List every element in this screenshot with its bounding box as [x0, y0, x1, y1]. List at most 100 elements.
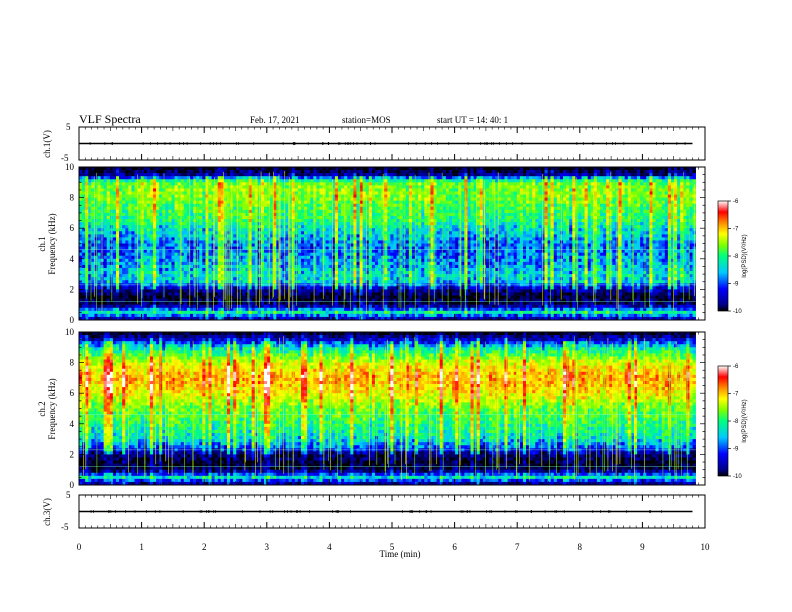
- ch1-spectrogram-cell: [119, 200, 123, 205]
- ch1-spectrogram-cell: [319, 286, 323, 290]
- ch1-spectrogram-cell: [356, 203, 360, 208]
- ch1-spectrogram-cell: [106, 310, 111, 315]
- ch1-spectrogram-cell: [85, 249, 89, 254]
- ch1-spectrogram-cell: [159, 170, 163, 174]
- ch1-spectrogram-cell: [325, 286, 330, 290]
- ch1-spectrogram-cell: [202, 301, 206, 306]
- ch1-spectrogram-cell: [208, 310, 212, 315]
- ch1-spectrogram-cell: [251, 286, 256, 290]
- ch1-spectrogram-cell: [91, 170, 95, 174]
- ch1-spectrogram-cell: [242, 295, 246, 299]
- ch1-spectrogram-cell: [202, 200, 206, 205]
- ch1-spectrogram-cell: [236, 215, 240, 220]
- ch1-spectrogram-cell: [88, 304, 92, 309]
- ch1-spectrogram-cell: [97, 255, 101, 260]
- ch1-spectrogram-cell: [368, 176, 373, 180]
- ch1-spectrogram-cell: [112, 167, 117, 171]
- ch1-spectrogram-cell: [91, 298, 95, 302]
- ch1-spectrogram-cell: [180, 313, 185, 318]
- ch1-spectrogram-cell: [159, 295, 163, 299]
- ch1-spectrogram-cell: [159, 200, 163, 205]
- ch1-spectrogram-cell: [310, 200, 314, 205]
- ch1-spectrogram-cell: [276, 249, 280, 254]
- ch1-spectrogram-cell: [119, 237, 123, 241]
- ch1-spectrogram-cell: [91, 249, 95, 254]
- ch1-spectrogram-cell: [220, 286, 225, 290]
- ch1-spectrogram-cell: [146, 295, 151, 299]
- ch1-spectrogram-cell: [251, 182, 256, 186]
- ch1-spectrogram-cell: [156, 173, 160, 177]
- ch1-spectrogram-cell: [291, 301, 296, 306]
- ch1-spectrogram-cell: [211, 313, 215, 318]
- ch1-spectrogram-cell: [103, 249, 108, 254]
- ch1-spectrogram-cell: [165, 304, 169, 309]
- ch1-spectrogram-cell: [239, 167, 243, 171]
- ch1-spectrogram-cell: [341, 310, 345, 315]
- ch1-spectrogram-cell: [223, 295, 228, 299]
- ch1-spectrogram-cell: [226, 249, 231, 254]
- ch1-spectrogram-cell: [242, 228, 246, 232]
- ch1-spectrogram-cell: [88, 173, 92, 177]
- ch1-spectrogram-cell: [294, 188, 299, 192]
- ch1-spectrogram-cell: [316, 179, 320, 183]
- ch1-spectrogram-cell: [131, 194, 135, 198]
- ch1-spectrogram-cell: [273, 295, 277, 299]
- ch1-spectrogram-cell: [304, 215, 308, 220]
- ch1-spectrogram-cell: [242, 200, 246, 205]
- ch1-spectrogram-cell: [279, 304, 283, 309]
- ch1-spectrogram-cell: [143, 231, 148, 235]
- ch1-spectrogram-cell: [220, 194, 225, 198]
- ch1-spectrogram-cell: [368, 182, 373, 186]
- ch1-spectrogram-cell: [331, 225, 336, 229]
- ch1-spectrogram-cell: [297, 240, 302, 244]
- ch1-spectrogram-cell: [149, 292, 154, 296]
- ch1-spectrogram-cell: [304, 176, 308, 180]
- ch1-spectrogram-cell: [267, 206, 271, 211]
- ch1-spectrogram-cell: [285, 277, 289, 281]
- ch1-spectrogram-cell: [217, 277, 222, 281]
- ch1-spectrogram-cell: [189, 249, 194, 254]
- ch1-spectrogram-cell: [325, 252, 330, 257]
- ch1-spectrogram-cell: [263, 231, 268, 235]
- ch1-spectrogram-cell: [285, 234, 289, 238]
- ch1-spectrogram-cell: [337, 304, 342, 309]
- ch1-spectrogram-cell: [350, 277, 354, 281]
- ch1-spectrogram-cell: [128, 249, 132, 254]
- ch1-spectrogram-cell: [214, 274, 219, 278]
- ch1-spectrogram-cell: [334, 286, 339, 290]
- ch1-spectrogram-cell: [214, 246, 219, 250]
- ch1-spectrogram-cell: [282, 203, 286, 208]
- ch1-spectrogram-cell: [328, 310, 333, 315]
- ch1-spectrogram-cell: [251, 191, 256, 195]
- ch1-spectrogram-cell: [279, 212, 283, 217]
- ch1-spectrogram-cell: [180, 231, 185, 235]
- ch1-spectrogram-cell: [347, 243, 351, 247]
- ch1-spectrogram-cell: [106, 182, 111, 186]
- ch1-spectrogram-cell: [134, 289, 138, 293]
- ch1-spectrogram-cell: [125, 267, 129, 272]
- ch1-spectrogram-cell: [131, 237, 135, 241]
- ch1-spectrogram-cell: [208, 255, 212, 260]
- ch1-spectrogram-cell: [288, 234, 293, 238]
- ch1-spectrogram-cell: [239, 203, 243, 208]
- ch1-spectrogram-cell: [199, 206, 203, 211]
- ch1-spectrogram-cell: [313, 264, 317, 269]
- ch1-spectrogram-cell: [125, 280, 129, 284]
- ch1-spectrogram-cell: [180, 215, 185, 220]
- ch1-spectrogram-cell: [85, 301, 89, 306]
- ch1-spectrogram-cell: [344, 264, 348, 269]
- ch1-spectrogram-cell: [202, 295, 206, 299]
- ch1-spectrogram-cell: [199, 237, 203, 241]
- ch1-spectrogram-cell: [319, 197, 323, 202]
- ch1-spectrogram-cell: [233, 286, 237, 290]
- ch1-spectrogram-cell: [143, 280, 148, 284]
- ch1-spectrogram-cell: [214, 298, 219, 302]
- ch1-spectrogram-cell: [211, 185, 215, 189]
- ch1-spectrogram-cell: [279, 182, 283, 186]
- ch1-spectrogram-cell: [263, 258, 268, 263]
- ch1-spectrogram-cell: [91, 295, 95, 299]
- ch1-spectrogram-cell: [119, 228, 123, 232]
- ch1-spectrogram-cell: [82, 206, 86, 211]
- ch1-spectrogram-cell: [257, 182, 262, 186]
- ch1-spectrogram-cell: [304, 237, 308, 241]
